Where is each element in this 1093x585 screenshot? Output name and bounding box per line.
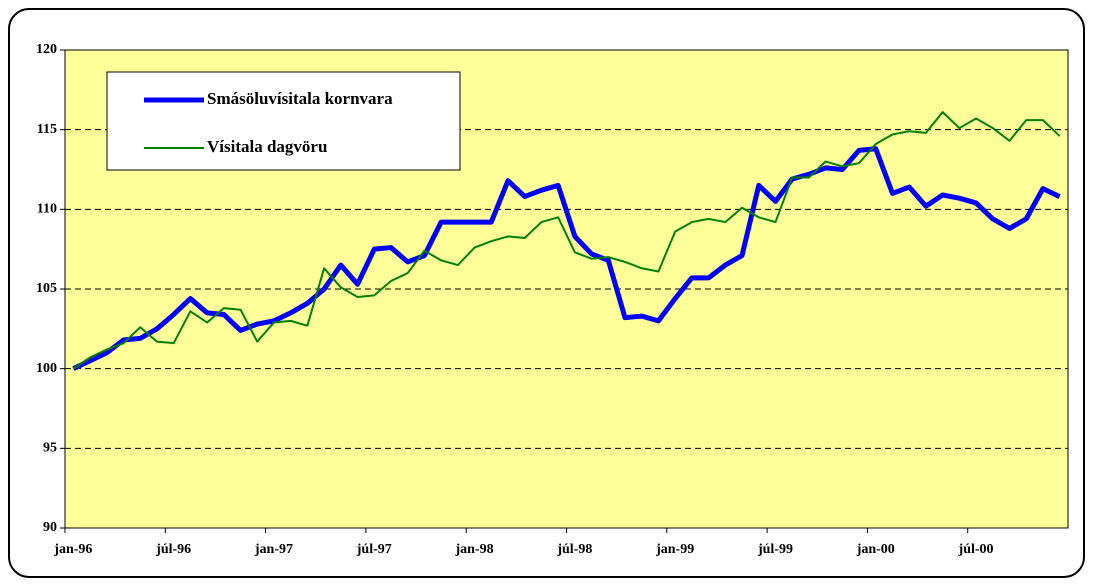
x-tick-label: jan-00 <box>856 542 895 557</box>
y-tick-label: 100 <box>36 361 57 376</box>
x-tick-label: júl-99 <box>757 542 793 557</box>
series-line <box>72 146 1061 371</box>
x-tick-label: júl-98 <box>556 542 592 557</box>
x-tick-label: júl-00 <box>958 542 994 557</box>
y-tick-label: 90 <box>43 520 57 535</box>
legend-label: Smásöluvísitala kornvara <box>207 89 393 108</box>
y-tick-label: 105 <box>36 281 57 296</box>
x-tick-label: jan-97 <box>254 542 293 557</box>
x-tick-label: jan-98 <box>454 542 493 557</box>
x-tick-label: jan-96 <box>53 542 92 557</box>
x-tick-label: júl-96 <box>155 542 191 557</box>
legend-label: Vísitala dagvöru <box>207 137 327 156</box>
x-tick-label: jan-99 <box>655 542 694 557</box>
series-line <box>72 111 1061 370</box>
y-tick-label: 95 <box>43 441 57 456</box>
y-tick-label: 110 <box>37 202 57 217</box>
legend-box <box>106 71 461 171</box>
y-tick-label: 120 <box>36 42 57 57</box>
x-tick-label: júl-97 <box>356 542 392 557</box>
y-tick-label: 115 <box>37 122 57 137</box>
